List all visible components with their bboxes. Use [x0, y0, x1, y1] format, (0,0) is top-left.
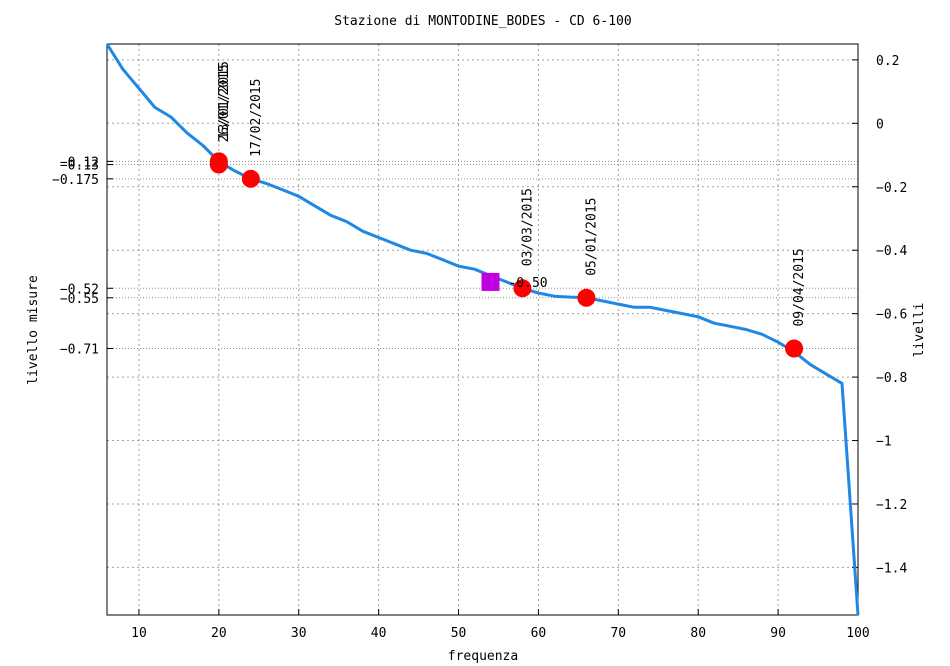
y-left-tick-label: −0.55 — [60, 292, 99, 307]
measurement-date-label: 03/03/2015 — [520, 188, 535, 266]
grid — [107, 44, 858, 615]
x-tick-label: 100 — [846, 626, 869, 641]
current-level-marker — [481, 272, 500, 291]
measurement-point — [209, 155, 228, 174]
measurement-point — [785, 339, 804, 358]
measurement-date-label: 05/01/2015 — [584, 197, 599, 275]
measurement-point — [513, 279, 532, 298]
y-right-tick-label: −1.4 — [876, 561, 907, 576]
y-left-tick-label: −0.12 — [60, 155, 99, 170]
x-tick-label: 60 — [531, 626, 547, 641]
measurement-reference-lines — [107, 160, 858, 350]
y-axis-left-ticks: −0.12−0.13−0.175 −0.52−0.55 −0.71 — [52, 155, 113, 358]
x-tick-label: 50 — [451, 626, 467, 641]
measurement-point — [241, 169, 260, 188]
y-right-tick-label: 0.2 — [876, 54, 899, 69]
x-tick-label: 70 — [610, 626, 626, 641]
y-right-tick-label: −0.6 — [876, 308, 907, 323]
y-left-tick-label: −0.175 — [52, 173, 99, 188]
x-tick-label: 10 — [131, 626, 147, 641]
measurement-date-label: 17/02/2015 — [249, 79, 264, 157]
y-right-tick-label: −0.8 — [876, 371, 907, 386]
plot-frame — [106, 43, 859, 616]
y-right-tick-label: −1.2 — [876, 498, 907, 513]
series-lines — [105, 43, 860, 616]
y-right-tick-label: −0.4 — [876, 244, 907, 259]
series-line — [105, 43, 860, 616]
y-axis-right-ticks: 0.2 0 −0.2 −0.4 −0.6 −0.8 −1 −1.2 −1.4 — [852, 54, 907, 576]
measurement-date-label: 26/01/2015 — [217, 64, 232, 142]
chart-title: Stazione di MONTODINE_BODES - CD 6-100 — [334, 14, 631, 29]
y-axis-right-label: livelli — [912, 303, 927, 358]
x-tick-label: 40 — [371, 626, 387, 641]
measurement-date-label: 09/04/2015 — [792, 248, 807, 326]
x-tick-label: 20 — [211, 626, 227, 641]
y-left-tick-label: −0.52 — [60, 282, 99, 297]
y-left-tick-label: −0.13 — [60, 159, 99, 174]
y-right-tick-label: −0.2 — [876, 181, 907, 196]
x-axis-ticks: 10 20 30 40 50 60 70 80 90 100 — [131, 609, 870, 641]
measurement-date-label: 13/01/2015 — [217, 61, 232, 139]
y-right-tick-label: 0 — [876, 117, 884, 132]
x-axis-label: frequenza — [448, 649, 518, 664]
current-level-label: -0.50 — [508, 276, 547, 291]
x-tick-label: 80 — [690, 626, 706, 641]
x-tick-label: 90 — [770, 626, 786, 641]
y-right-tick-label: −1 — [876, 435, 892, 450]
measurement-point — [577, 288, 596, 307]
y-axis-left-label: livello misure — [26, 275, 41, 385]
y-left-tick-label: −0.71 — [60, 343, 99, 358]
x-tick-label: 30 — [291, 626, 307, 641]
